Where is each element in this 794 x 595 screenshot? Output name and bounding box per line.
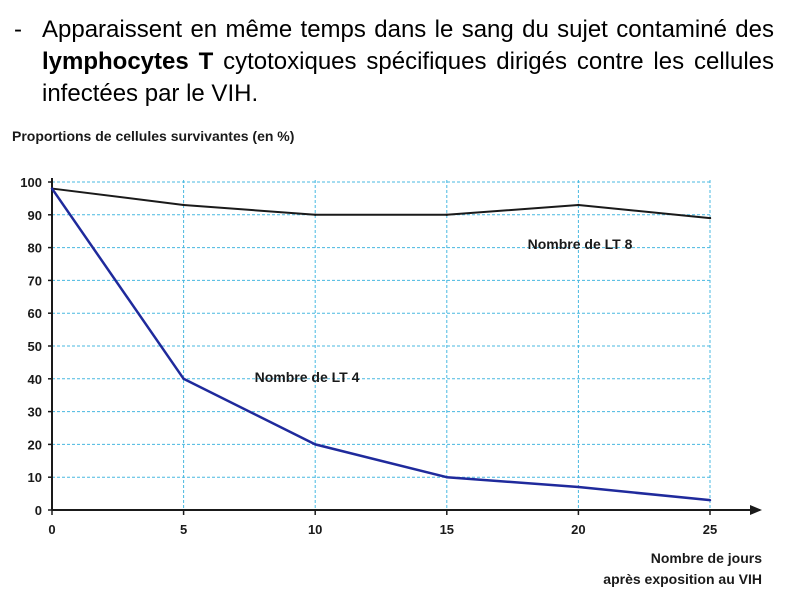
chart-axes bbox=[51, 178, 762, 515]
y-tick-label: 100 bbox=[20, 175, 42, 190]
y-tick-label: 0 bbox=[35, 503, 42, 518]
data-point bbox=[182, 377, 185, 380]
data-point bbox=[445, 213, 448, 216]
y-tick-label: 40 bbox=[28, 372, 42, 387]
series-label-lt8: Nombre de LT 8 bbox=[528, 236, 633, 252]
bullet-dash: - bbox=[14, 16, 22, 43]
data-point bbox=[577, 203, 580, 207]
y-tick-label: 10 bbox=[28, 470, 42, 485]
data-point bbox=[314, 213, 317, 216]
data-point bbox=[708, 216, 712, 220]
x-tick-label: 15 bbox=[440, 522, 454, 537]
series-label-lt4: Nombre de LT 4 bbox=[255, 369, 360, 385]
y-tick-label: 30 bbox=[28, 405, 42, 420]
x-tick-label: 10 bbox=[308, 522, 322, 537]
y-tick-label: 80 bbox=[28, 241, 42, 256]
y-tick-label: 20 bbox=[28, 437, 42, 452]
y-axis-label: Proportions de cellules survivantes (en … bbox=[12, 128, 294, 144]
chart-series-labels: Nombre de LT 8 Nombre de LT 4 bbox=[255, 236, 633, 385]
x-tick-label: 25 bbox=[703, 522, 717, 537]
chart-series bbox=[50, 187, 712, 502]
series-line-lt4 bbox=[50, 187, 711, 502]
series-line-lt8 bbox=[51, 187, 711, 220]
intro-paragraph: - Apparaissent en même temps dans le san… bbox=[14, 14, 774, 110]
x-tick-label: 5 bbox=[180, 522, 187, 537]
x-tick-label: 20 bbox=[571, 522, 585, 537]
chart-grid bbox=[52, 180, 711, 510]
intro-text-part2: cytotoxiques spécifiques dirigés contre … bbox=[42, 48, 775, 107]
intro-text-bold: lymphocytes T bbox=[42, 48, 214, 75]
y-tick-label: 50 bbox=[28, 339, 42, 354]
intro-text: Apparaissent en même temps dans le sang … bbox=[42, 14, 774, 110]
intro-text-part1: Apparaissent en même temps dans le sang … bbox=[42, 16, 774, 43]
data-point bbox=[445, 476, 448, 479]
x-axis-label-line2: après exposition au VIH bbox=[603, 571, 762, 587]
y-tick-label: 60 bbox=[28, 306, 42, 321]
data-point bbox=[708, 498, 712, 502]
x-tick-label: 0 bbox=[48, 522, 55, 537]
y-tick-label: 70 bbox=[28, 273, 42, 288]
x-axis-label-line1: Nombre de jours bbox=[651, 550, 762, 566]
data-point bbox=[182, 203, 185, 207]
data-point bbox=[50, 187, 54, 190]
data-point bbox=[577, 485, 580, 489]
y-tick-label: 90 bbox=[28, 208, 42, 223]
chart-ticks: 0 10 20 30 40 50 60 70 80 90 100 0 5 10 15 20 25 bbox=[20, 175, 717, 537]
data-point bbox=[314, 443, 317, 446]
